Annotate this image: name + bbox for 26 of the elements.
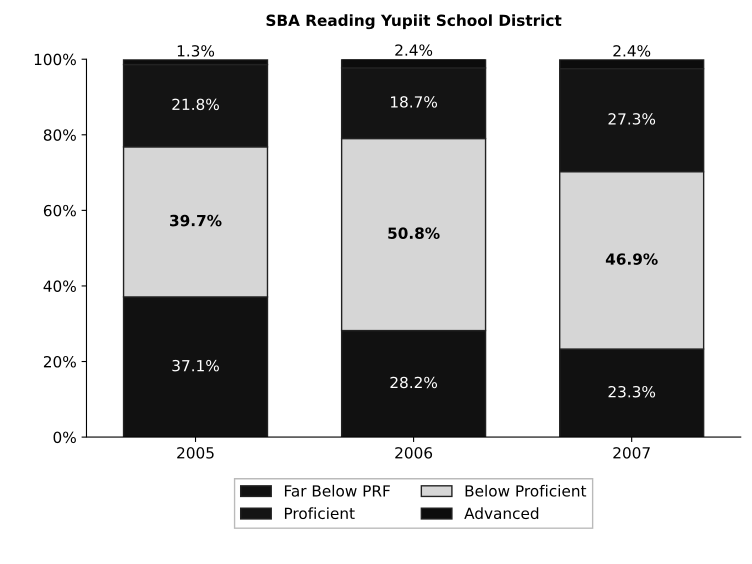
y-tick-label: 40% (44, 280, 76, 292)
data-label: 18.7% (391, 96, 438, 108)
x-tick-label: 2006 (395, 447, 432, 459)
y-tick-label: 60% (44, 204, 76, 216)
legend-label: Proficient (284, 507, 355, 520)
y-tick-label: 20% (44, 356, 76, 368)
data-label: 37.1% (172, 360, 219, 372)
data-label: 2.4% (395, 44, 432, 56)
legend-label: Far Below PRF (284, 484, 390, 497)
data-label: 28.2% (390, 376, 438, 388)
x-tick-label: 2005 (177, 447, 214, 459)
data-label: 39.7% (170, 214, 222, 226)
legend-label: Below Proficient (466, 484, 586, 497)
y-tick-label: 100% (34, 54, 76, 66)
data-label: 1.3% (178, 45, 214, 57)
data-label: 2.4% (613, 45, 650, 57)
y-tick-label: 80% (44, 129, 76, 141)
data-label: 50.8% (388, 227, 440, 239)
data-label: 23.3% (608, 386, 656, 398)
data-label: 46.9% (606, 253, 658, 265)
chart-title: SBA Reading Yupiit School District (266, 14, 562, 30)
data-label: 27.3% (608, 113, 656, 125)
x-tick-label: 2007 (613, 447, 650, 459)
legend-label: Advanced (464, 507, 538, 520)
data-label: 21.8% (172, 98, 219, 110)
y-tick-label: 0% (54, 432, 76, 444)
